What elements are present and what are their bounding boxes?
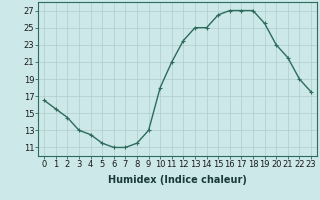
X-axis label: Humidex (Indice chaleur): Humidex (Indice chaleur)	[108, 175, 247, 185]
